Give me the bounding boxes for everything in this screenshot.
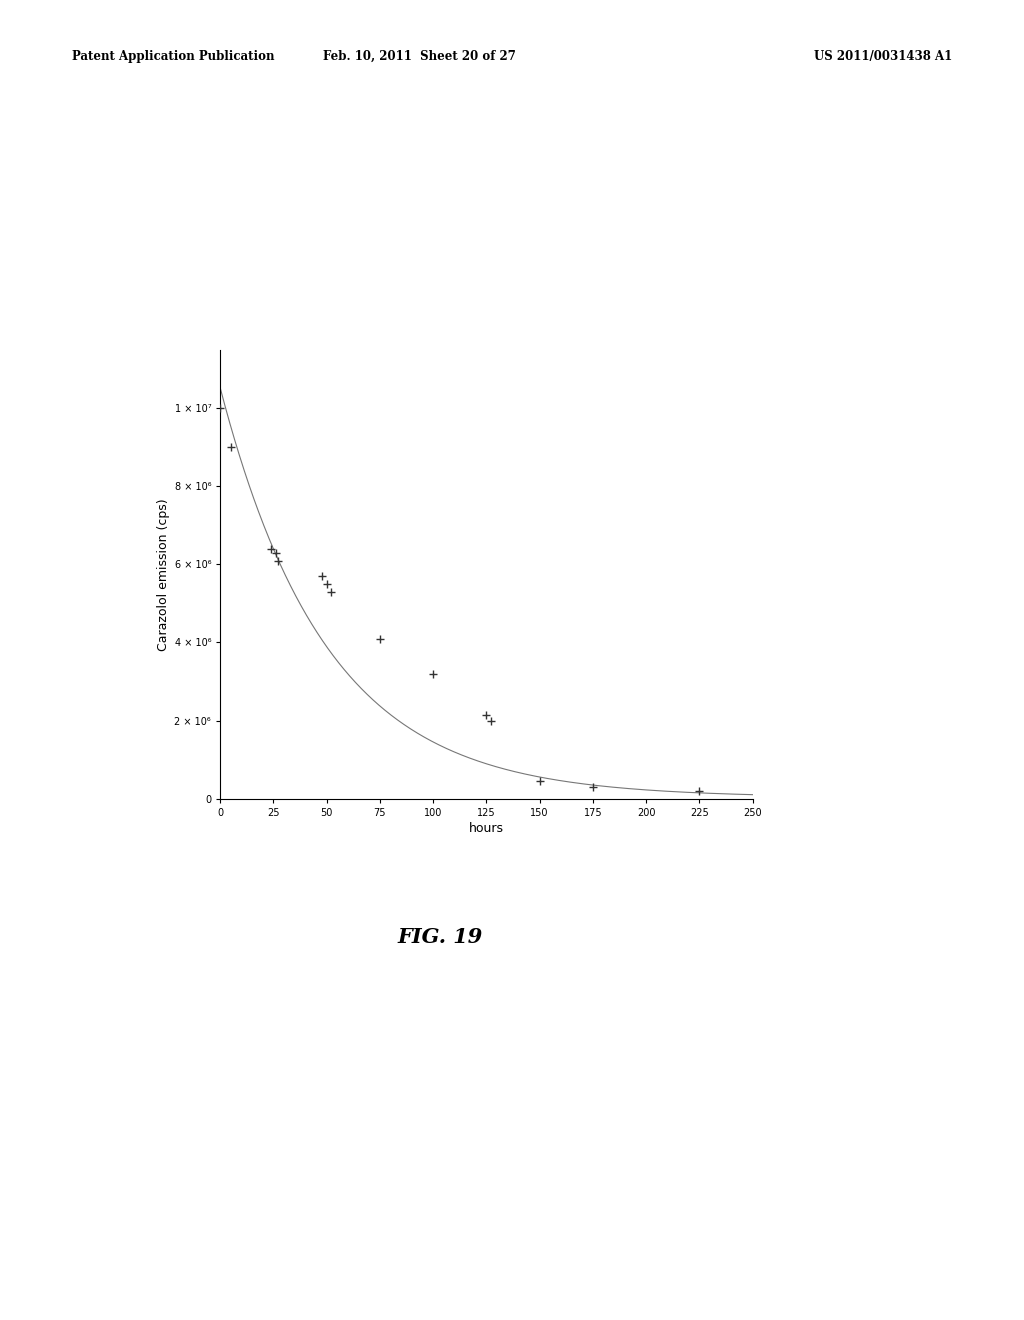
- Point: [318, 573, 335, 594]
- Point: [323, 581, 339, 602]
- Point: [531, 771, 548, 792]
- Point: [263, 539, 280, 560]
- Y-axis label: Carazolol emission (cps): Carazolol emission (cps): [158, 498, 170, 651]
- Text: FIG. 19: FIG. 19: [397, 927, 483, 948]
- X-axis label: hours: hours: [469, 822, 504, 834]
- Text: Feb. 10, 2011  Sheet 20 of 27: Feb. 10, 2011 Sheet 20 of 27: [324, 50, 516, 63]
- Point: [585, 776, 601, 797]
- Point: [372, 628, 388, 649]
- Point: [269, 550, 286, 572]
- Point: [222, 437, 239, 458]
- Text: US 2011/0031438 A1: US 2011/0031438 A1: [814, 50, 952, 63]
- Point: [212, 397, 228, 418]
- Point: [314, 565, 331, 586]
- Text: Patent Application Publication: Patent Application Publication: [72, 50, 274, 63]
- Point: [691, 780, 708, 801]
- Point: [478, 704, 495, 725]
- Point: [482, 710, 499, 731]
- Point: [267, 543, 284, 564]
- Point: [425, 663, 441, 684]
